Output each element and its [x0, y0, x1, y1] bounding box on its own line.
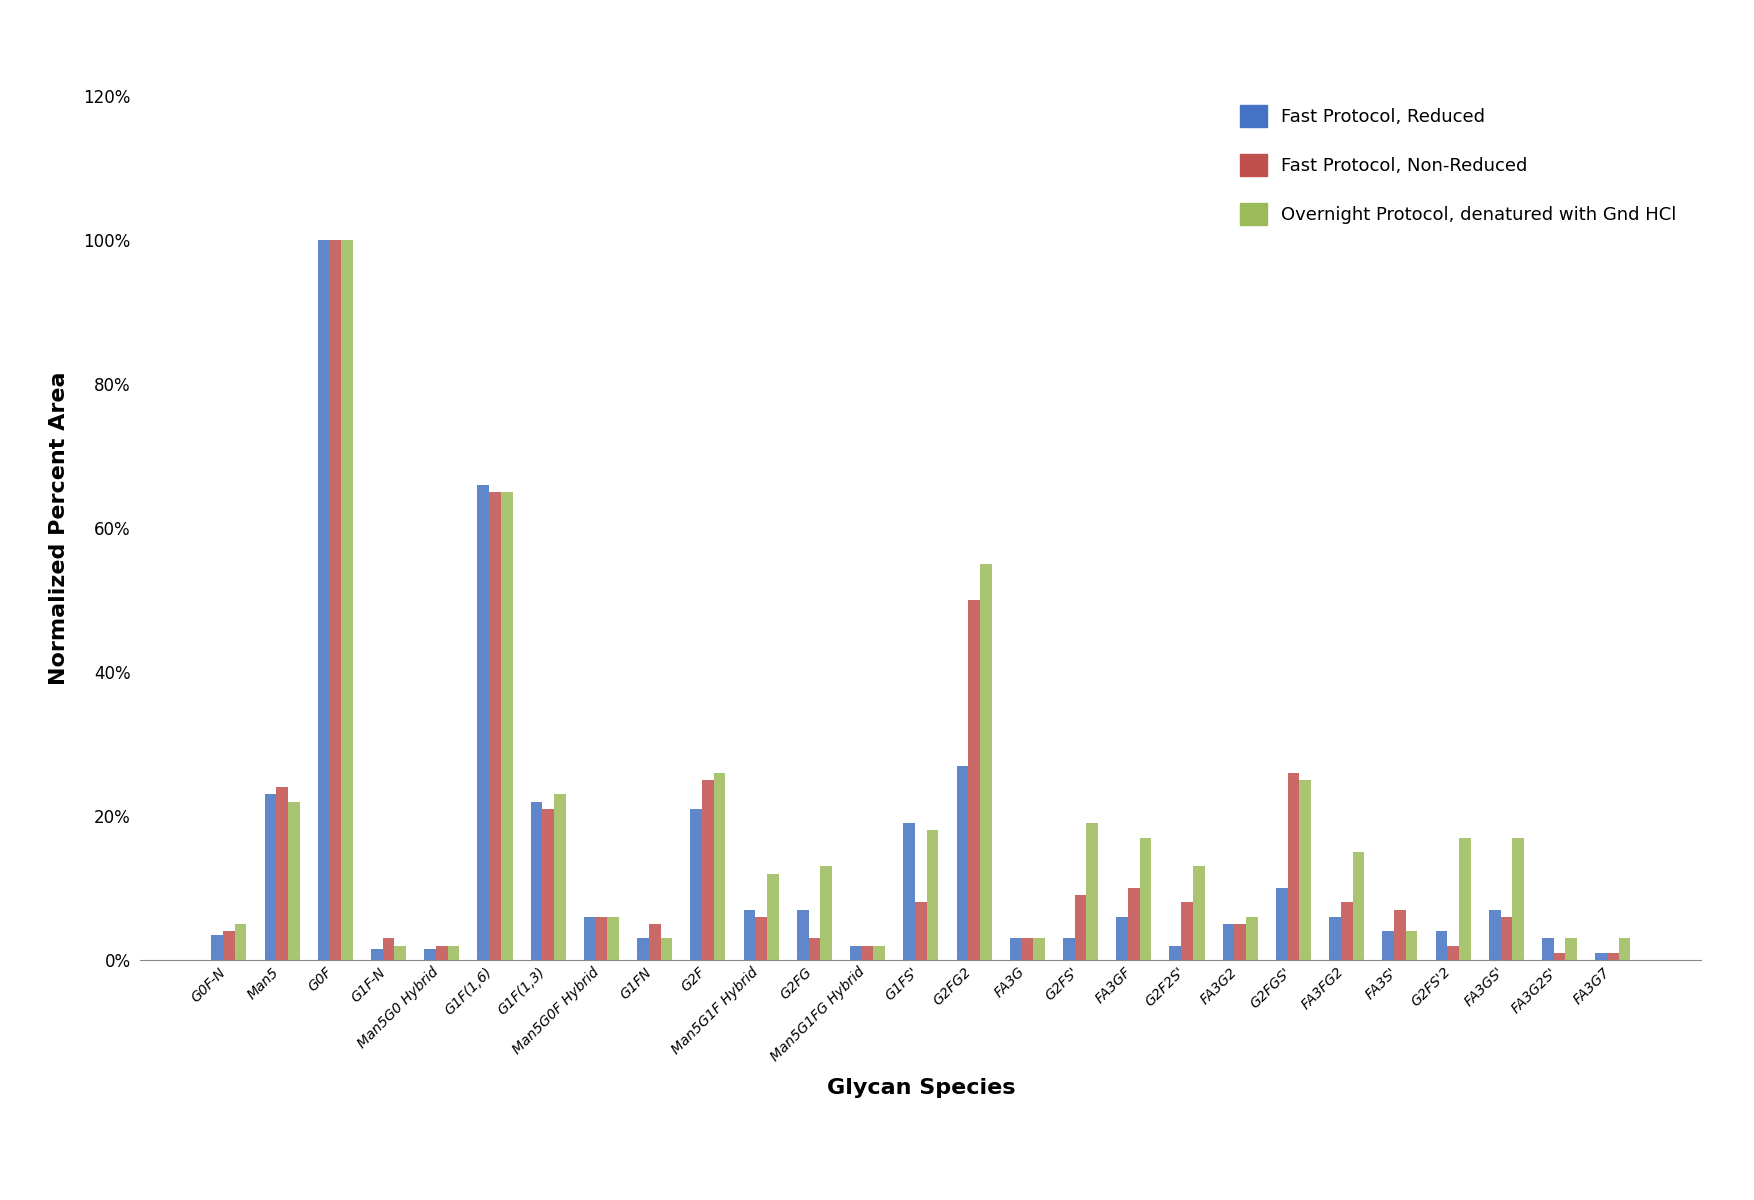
Bar — [1500, 917, 1512, 960]
Bar — [809, 938, 821, 960]
Bar — [1010, 938, 1021, 960]
Bar — [1382, 931, 1394, 960]
Bar — [956, 766, 968, 960]
Bar — [1021, 938, 1033, 960]
Bar — [1223, 924, 1235, 960]
Bar — [607, 917, 619, 960]
Bar — [756, 917, 766, 960]
Bar — [424, 949, 437, 960]
Bar — [702, 780, 714, 960]
Bar — [531, 802, 542, 960]
Bar — [1128, 888, 1140, 960]
Bar — [1459, 838, 1470, 960]
Bar — [1193, 866, 1205, 960]
Bar — [1245, 917, 1258, 960]
Bar — [1435, 931, 1447, 960]
Bar — [437, 946, 447, 960]
Bar — [1566, 938, 1577, 960]
Bar — [1489, 910, 1500, 960]
Bar — [744, 910, 756, 960]
Bar — [926, 830, 938, 960]
Bar — [661, 938, 672, 960]
Bar — [382, 938, 395, 960]
Bar — [873, 946, 886, 960]
Bar — [916, 902, 926, 960]
Bar — [342, 240, 353, 960]
Bar — [714, 773, 726, 960]
Bar — [1063, 938, 1075, 960]
Bar — [235, 924, 246, 960]
Bar — [637, 938, 649, 960]
Bar — [330, 240, 342, 960]
Bar — [223, 931, 235, 960]
Bar — [1180, 902, 1193, 960]
Bar — [502, 492, 512, 960]
Bar — [1542, 938, 1554, 960]
Bar — [1447, 946, 1459, 960]
Bar — [821, 866, 831, 960]
Bar — [288, 802, 300, 960]
Bar — [1394, 910, 1405, 960]
Bar — [1116, 917, 1128, 960]
Bar — [584, 917, 596, 960]
Bar — [542, 809, 554, 960]
Bar — [1554, 953, 1566, 960]
Bar — [1275, 888, 1287, 960]
Bar — [596, 917, 607, 960]
Bar — [1512, 838, 1524, 960]
Bar — [1352, 852, 1365, 960]
Bar — [447, 946, 460, 960]
Bar — [317, 240, 330, 960]
Bar — [691, 809, 702, 960]
Bar — [980, 564, 991, 960]
Legend: Fast Protocol, Reduced, Fast Protocol, Non-Reduced, Overnight Protocol, denature: Fast Protocol, Reduced, Fast Protocol, N… — [1240, 106, 1677, 226]
Bar — [372, 949, 382, 960]
Bar — [1300, 780, 1310, 960]
Bar — [1619, 938, 1631, 960]
Bar — [1340, 902, 1352, 960]
Bar — [861, 946, 873, 960]
Bar — [1170, 946, 1180, 960]
Bar — [968, 600, 980, 960]
Bar — [851, 946, 861, 960]
Bar — [903, 823, 916, 960]
Bar — [1596, 953, 1607, 960]
Bar — [210, 935, 223, 960]
X-axis label: Glycan Species: Glycan Species — [826, 1078, 1016, 1098]
Bar — [265, 794, 275, 960]
Bar — [1287, 773, 1300, 960]
Bar — [1330, 917, 1340, 960]
Y-axis label: Normalized Percent Area: Normalized Percent Area — [49, 371, 70, 685]
Bar — [649, 924, 661, 960]
Bar — [766, 874, 779, 960]
Bar — [1075, 895, 1086, 960]
Bar — [1405, 931, 1417, 960]
Bar — [796, 910, 809, 960]
Bar — [1033, 938, 1045, 960]
Bar — [1235, 924, 1245, 960]
Bar — [1607, 953, 1619, 960]
Bar — [554, 794, 567, 960]
Bar — [395, 946, 407, 960]
Bar — [477, 485, 489, 960]
Bar — [1086, 823, 1098, 960]
Bar — [275, 787, 288, 960]
Bar — [1140, 838, 1151, 960]
Bar — [489, 492, 502, 960]
